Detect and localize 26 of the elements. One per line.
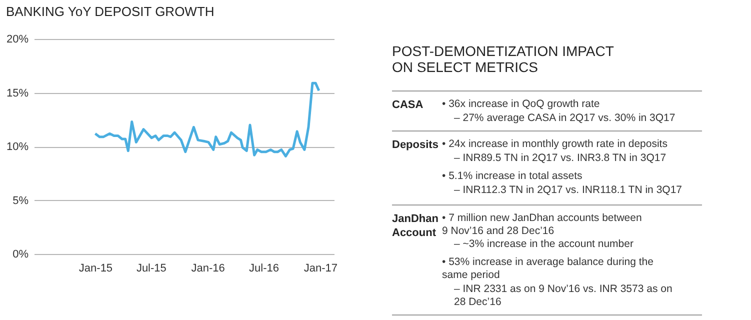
y-tick-label: 5%: [12, 194, 29, 207]
text: JanDhan Account: [392, 213, 439, 239]
text: CASA: [392, 99, 424, 111]
x-tick-label: Jan-15: [78, 262, 113, 274]
chart-title: BANKING YoY DEPOSIT GROWTH: [6, 4, 214, 19]
x-tick-label: Jul-15: [136, 262, 166, 274]
text: Deposits: [392, 139, 438, 151]
text: – ~3% increase in the account number: [454, 238, 634, 250]
y-tick-label: 0%: [12, 248, 29, 260]
y-tick-label: 20%: [6, 34, 29, 46]
x-tick-label: Jan-16: [191, 262, 225, 274]
text: – INR89.5 TN in 2Q17 vs. INR3.8 TN in 3Q17: [454, 152, 666, 164]
y-tick-label: 15%: [6, 87, 29, 100]
text: • 24x increase in monthly growth rate in deposits: [442, 138, 668, 150]
line-series: [94, 82, 320, 158]
text: • 53% increase in average balance during the same period: [442, 256, 654, 281]
text: • 36x increase in QoQ growth rate: [442, 98, 600, 110]
text: – 27% average CASA in 2Q17 vs. 30% in 3Q17: [454, 112, 676, 124]
x-tick-label: Jul-16: [249, 262, 280, 274]
text: POST-DEMONETIZATION IMPACT ON SELECT METRICS: [392, 43, 614, 75]
text: • 5.1% increase in total assets: [442, 170, 582, 182]
text: – INR 2331 as on 9 Nov’16 vs. INR 3573 as on 28 Dec’16: [454, 283, 672, 308]
text: • 7 million new JanDhan accounts between 9 Nov’16 and 28 Dec’16: [442, 212, 642, 237]
y-tick-label: 10%: [6, 141, 29, 153]
x-tick-label: Jan-17: [304, 262, 338, 274]
text: – INR112.3 TN in 2Q17 vs. INR118.1 TN in 3Q17: [454, 184, 682, 196]
